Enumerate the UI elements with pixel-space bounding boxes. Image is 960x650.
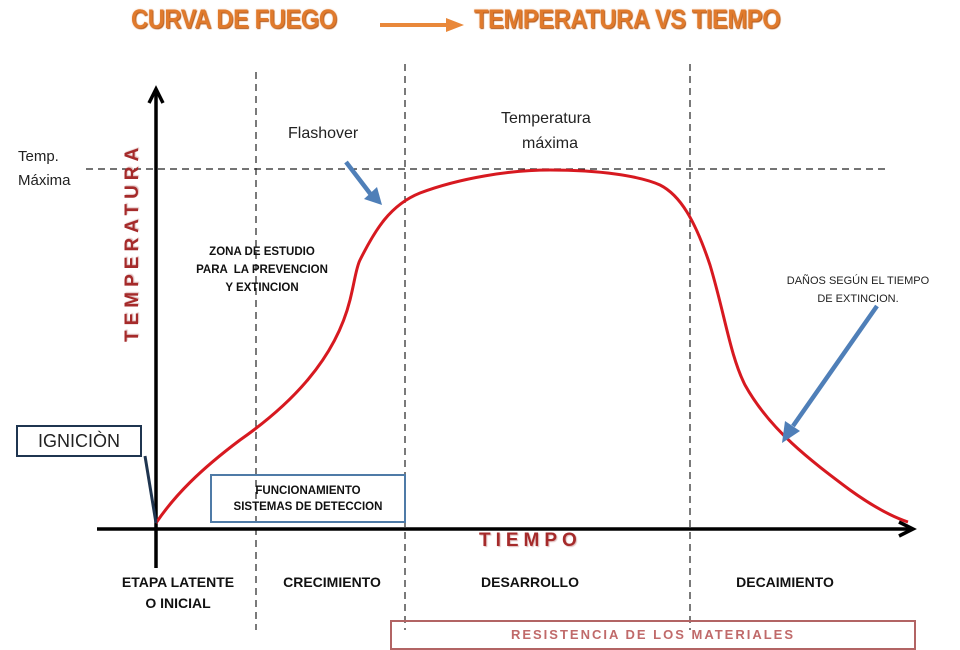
ignicion-label: IGNICIÒN <box>37 430 120 451</box>
deteccion-line2: SISTEMAS DE DETECCION <box>233 500 383 513</box>
stage-latente: ETAPA LATENTE O INICIAL <box>118 572 238 614</box>
zona-estudio-label: ZONA DE ESTUDIO PARA LA PREVENCION Y EXT… <box>182 243 342 297</box>
temp-max-marker-line1: Temp. <box>18 148 59 165</box>
temp-max-peak-line1: Temperatura <box>501 110 591 127</box>
y-axis-label: TEMPERATURA <box>122 142 143 342</box>
ignicion-box: IGNICIÒN <box>16 425 142 457</box>
ignicion-callout-line <box>143 455 158 524</box>
danos-label: DAÑOS SEGÚN EL TIEMPO DE EXTINCION. <box>770 272 946 308</box>
resistencia-label: RESISTENCIA DE LOS MATERIALES <box>510 627 796 642</box>
deteccion-line1: FUNCIONAMIENTO <box>255 484 361 497</box>
x-axis-label: TIEMPO <box>479 530 582 551</box>
stage-latente-line2: O INICIAL <box>145 595 211 611</box>
danos-line2: DE EXTINCION. <box>817 293 899 305</box>
y-axis-arrowhead <box>147 85 165 104</box>
stage-decaimiento: DECAIMIENTO <box>736 574 834 590</box>
zona-estudio-line1: ZONA DE ESTUDIO <box>209 246 315 258</box>
deteccion-box: FUNCIONAMIENTO SISTEMAS DE DETECCION <box>210 474 406 523</box>
flashover-pointer-arrow <box>344 160 382 205</box>
zona-estudio-line2: PARA LA PREVENCION <box>196 264 328 276</box>
right-arrow-icon <box>380 17 464 33</box>
temp-max-marker-line2: Máxima <box>18 172 71 189</box>
title-left: CURVA DE FUEGO <box>131 4 337 34</box>
danos-line1: DAÑOS SEGÚN EL TIEMPO <box>786 275 930 287</box>
fire-curve <box>154 168 909 524</box>
danos-pointer-arrow <box>782 304 879 443</box>
zona-estudio-line3: Y EXTINCION <box>225 282 299 294</box>
x-axis-arrowhead <box>898 520 917 538</box>
stage-latente-line1: ETAPA LATENTE <box>121 574 235 590</box>
stage-desarrollo: DESARROLLO <box>481 574 579 590</box>
title-right: TEMPERATURA VS TIEMPO <box>474 4 781 34</box>
fire-curve-diagram <box>86 64 917 630</box>
flashover-label: Flashover <box>288 125 359 142</box>
resistencia-box: RESISTENCIA DE LOS MATERIALES <box>390 620 916 650</box>
temp-max-peak-line2: máxima <box>522 135 579 152</box>
stage-crecimiento: CRECIMIENTO <box>283 574 381 590</box>
